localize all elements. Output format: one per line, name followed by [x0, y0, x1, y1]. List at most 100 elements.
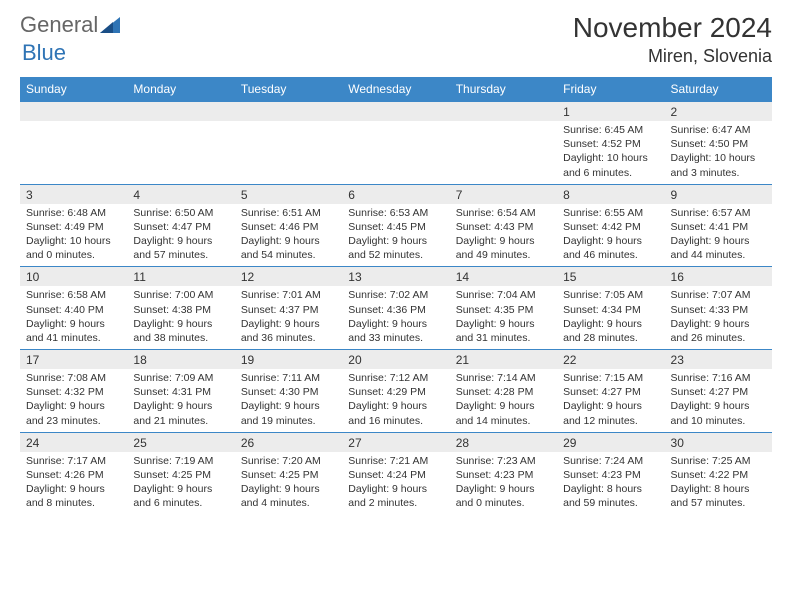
date-detail-cell: Sunrise: 6:45 AMSunset: 4:52 PMDaylight:…	[557, 121, 664, 184]
detail-sr: Sunrise: 7:01 AM	[241, 288, 336, 302]
date-number: 10	[20, 267, 127, 287]
detail-sr: Sunrise: 6:55 AM	[563, 206, 658, 220]
detail-d1: Daylight: 9 hours	[133, 482, 228, 496]
date-detail-cell	[127, 121, 234, 184]
detail-sr: Sunrise: 7:11 AM	[241, 371, 336, 385]
date-detail-cell: Sunrise: 7:16 AMSunset: 4:27 PMDaylight:…	[665, 369, 772, 432]
date-number: 26	[235, 432, 342, 452]
detail-ss: Sunset: 4:23 PM	[456, 468, 551, 482]
detail-d1: Daylight: 9 hours	[563, 317, 658, 331]
detail-ss: Sunset: 4:31 PM	[133, 385, 228, 399]
date-detail-cell	[342, 121, 449, 184]
date-detail-cell: Sunrise: 7:20 AMSunset: 4:25 PMDaylight:…	[235, 452, 342, 515]
detail-sr: Sunrise: 7:24 AM	[563, 454, 658, 468]
dayhead-tue: Tuesday	[235, 77, 342, 102]
calendar-table: Sunday Monday Tuesday Wednesday Thursday…	[20, 77, 772, 514]
date-detail-cell: Sunrise: 7:23 AMSunset: 4:23 PMDaylight:…	[450, 452, 557, 515]
location: Miren, Slovenia	[573, 46, 772, 67]
date-number: 12	[235, 267, 342, 287]
detail-ss: Sunset: 4:42 PM	[563, 220, 658, 234]
detail-d2: and 16 minutes.	[348, 414, 443, 428]
date-detail-row: Sunrise: 6:45 AMSunset: 4:52 PMDaylight:…	[20, 121, 772, 184]
date-number: 4	[127, 184, 234, 204]
detail-ss: Sunset: 4:35 PM	[456, 303, 551, 317]
detail-ss: Sunset: 4:27 PM	[671, 385, 766, 399]
date-detail-cell: Sunrise: 6:50 AMSunset: 4:47 PMDaylight:…	[127, 204, 234, 267]
date-number: 15	[557, 267, 664, 287]
date-number: 22	[557, 350, 664, 370]
detail-d1: Daylight: 9 hours	[26, 482, 121, 496]
date-detail-cell	[235, 121, 342, 184]
date-detail-cell: Sunrise: 7:04 AMSunset: 4:35 PMDaylight:…	[450, 286, 557, 349]
detail-sr: Sunrise: 7:05 AM	[563, 288, 658, 302]
detail-sr: Sunrise: 6:51 AM	[241, 206, 336, 220]
date-detail-cell: Sunrise: 7:17 AMSunset: 4:26 PMDaylight:…	[20, 452, 127, 515]
date-number: 2	[665, 102, 772, 122]
detail-ss: Sunset: 4:37 PM	[241, 303, 336, 317]
detail-sr: Sunrise: 7:16 AM	[671, 371, 766, 385]
date-number: 24	[20, 432, 127, 452]
logo: General	[20, 12, 120, 38]
detail-ss: Sunset: 4:50 PM	[671, 137, 766, 151]
detail-d2: and 6 minutes.	[563, 166, 658, 180]
detail-d2: and 41 minutes.	[26, 331, 121, 345]
detail-ss: Sunset: 4:46 PM	[241, 220, 336, 234]
detail-d2: and 28 minutes.	[563, 331, 658, 345]
detail-d1: Daylight: 8 hours	[563, 482, 658, 496]
date-detail-cell: Sunrise: 7:24 AMSunset: 4:23 PMDaylight:…	[557, 452, 664, 515]
detail-d2: and 59 minutes.	[563, 496, 658, 510]
detail-sr: Sunrise: 7:04 AM	[456, 288, 551, 302]
date-detail-cell: Sunrise: 7:07 AMSunset: 4:33 PMDaylight:…	[665, 286, 772, 349]
date-number: 3	[20, 184, 127, 204]
detail-sr: Sunrise: 6:47 AM	[671, 123, 766, 137]
detail-d2: and 57 minutes.	[671, 496, 766, 510]
detail-ss: Sunset: 4:26 PM	[26, 468, 121, 482]
detail-sr: Sunrise: 6:50 AM	[133, 206, 228, 220]
detail-d1: Daylight: 9 hours	[241, 482, 336, 496]
detail-d2: and 8 minutes.	[26, 496, 121, 510]
detail-d1: Daylight: 9 hours	[456, 234, 551, 248]
dayhead-sat: Saturday	[665, 77, 772, 102]
date-detail-cell: Sunrise: 7:25 AMSunset: 4:22 PMDaylight:…	[665, 452, 772, 515]
month-title: November 2024	[573, 12, 772, 44]
detail-sr: Sunrise: 6:45 AM	[563, 123, 658, 137]
dayhead-thu: Thursday	[450, 77, 557, 102]
detail-d1: Daylight: 9 hours	[563, 399, 658, 413]
detail-sr: Sunrise: 6:57 AM	[671, 206, 766, 220]
detail-d2: and 52 minutes.	[348, 248, 443, 262]
date-detail-cell: Sunrise: 6:47 AMSunset: 4:50 PMDaylight:…	[665, 121, 772, 184]
date-detail-cell: Sunrise: 7:11 AMSunset: 4:30 PMDaylight:…	[235, 369, 342, 432]
date-number: 9	[665, 184, 772, 204]
detail-ss: Sunset: 4:22 PM	[671, 468, 766, 482]
detail-sr: Sunrise: 6:58 AM	[26, 288, 121, 302]
date-detail-cell: Sunrise: 7:01 AMSunset: 4:37 PMDaylight:…	[235, 286, 342, 349]
logo-triangle-icon	[100, 17, 120, 33]
detail-d1: Daylight: 9 hours	[26, 399, 121, 413]
detail-d1: Daylight: 9 hours	[26, 317, 121, 331]
detail-d2: and 12 minutes.	[563, 414, 658, 428]
detail-sr: Sunrise: 7:20 AM	[241, 454, 336, 468]
detail-ss: Sunset: 4:27 PM	[563, 385, 658, 399]
detail-ss: Sunset: 4:30 PM	[241, 385, 336, 399]
detail-ss: Sunset: 4:32 PM	[26, 385, 121, 399]
detail-d2: and 54 minutes.	[241, 248, 336, 262]
date-detail-cell: Sunrise: 7:02 AMSunset: 4:36 PMDaylight:…	[342, 286, 449, 349]
date-number: 13	[342, 267, 449, 287]
detail-d1: Daylight: 9 hours	[348, 317, 443, 331]
date-number: 14	[450, 267, 557, 287]
date-number: 11	[127, 267, 234, 287]
detail-d1: Daylight: 10 hours	[563, 151, 658, 165]
date-number: 16	[665, 267, 772, 287]
detail-d1: Daylight: 9 hours	[671, 399, 766, 413]
date-detail-cell: Sunrise: 7:15 AMSunset: 4:27 PMDaylight:…	[557, 369, 664, 432]
detail-ss: Sunset: 4:29 PM	[348, 385, 443, 399]
date-number	[127, 102, 234, 122]
detail-d2: and 2 minutes.	[348, 496, 443, 510]
logo-word-2: Blue	[22, 40, 66, 66]
date-number	[450, 102, 557, 122]
detail-d2: and 31 minutes.	[456, 331, 551, 345]
date-number: 29	[557, 432, 664, 452]
date-number: 18	[127, 350, 234, 370]
date-detail-cell: Sunrise: 7:19 AMSunset: 4:25 PMDaylight:…	[127, 452, 234, 515]
date-number	[342, 102, 449, 122]
